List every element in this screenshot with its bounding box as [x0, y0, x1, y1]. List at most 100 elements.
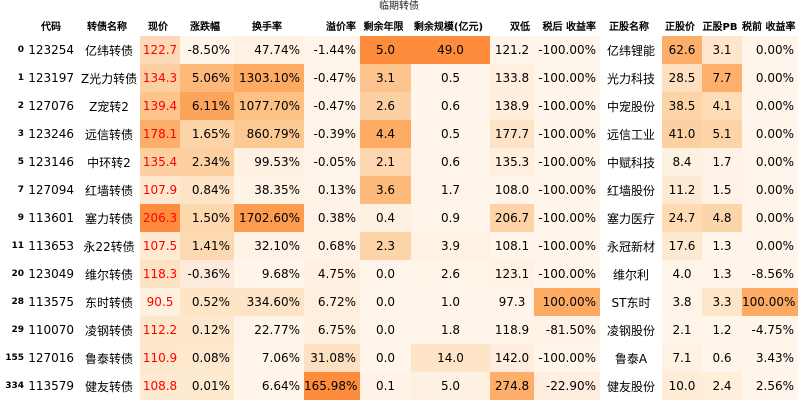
stock-name-cell: 中宠股份 — [606, 99, 655, 114]
premium-cell: -0.47% — [304, 92, 360, 120]
turnover-cell: 38.35% — [234, 176, 304, 204]
dual-low-cell: 123.1 — [490, 260, 534, 288]
after-tax-yield-cell: -100.00% — [534, 148, 600, 176]
bond-code-cell: 123246 — [28, 127, 74, 141]
dual-low-cell: 274.8 — [490, 372, 534, 400]
premium-cell: 0.38% — [304, 204, 360, 232]
column-header[interactable]: 代码 — [41, 21, 61, 33]
change-cell: 0.08% — [180, 344, 234, 372]
column-header[interactable]: 涨跌幅 — [190, 21, 220, 33]
remaining-size-cell: 1.0 — [411, 288, 490, 316]
table-row[interactable]: 28 113575 东时转债 90.5 0.52% 334.60% 6.72% 0.0 1.0 9… — [0, 288, 798, 316]
change-cell: 0.01% — [180, 372, 234, 400]
column-header[interactable]: 转债名称 — [87, 21, 127, 33]
pre-tax-yield-cell: 2.56% — [742, 372, 798, 400]
pre-tax-yield-cell: 0.00% — [742, 36, 798, 64]
column-header[interactable]: 正股价 — [665, 21, 695, 33]
bond-name-cell: 红墙转债 — [84, 183, 133, 198]
dual-low-cell: 118.9 — [490, 316, 534, 344]
bond-code-cell: 123146 — [28, 155, 74, 169]
premium-cell: 6.75% — [304, 316, 360, 344]
row-index: 11 — [11, 241, 24, 251]
table-row[interactable]: 7 127094 红墙转债 107.9 0.84% 38.35% 0.13% 3.6 1.7 10… — [0, 176, 798, 204]
bond-name-cell: 凌钢转债 — [84, 323, 133, 338]
table-row[interactable]: 0 123254 亿纬转债 122.7 -8.50% 47.74% -1.44% 5.0 49.… — [0, 36, 798, 64]
table-row[interactable]: 3 123246 远信转债 178.1 1.65% 860.79% -0.39% 4.4 0.5… — [0, 120, 798, 148]
bond-name-cell: 中环转2 — [87, 155, 131, 170]
change-cell: 0.84% — [180, 176, 234, 204]
bond-code-cell: 123254 — [28, 43, 74, 57]
table-row[interactable]: 9 113601 塞力转债 206.3 1.50% 1702.60% 0.38% 0.4 0.9… — [0, 204, 798, 232]
column-header[interactable]: 税前 收益率 — [742, 21, 796, 33]
price-cell: 122.7 — [140, 36, 180, 64]
table-row[interactable]: 5 123146 中环转2 135.4 2.34% 99.53% -0.05% 2.1 0.6 1… — [0, 148, 798, 176]
pre-tax-yield-cell: 0.00% — [742, 64, 798, 92]
premium-cell: -0.05% — [304, 148, 360, 176]
after-tax-yield-cell: -100.00% — [534, 92, 600, 120]
price-cell: 107.9 — [140, 176, 180, 204]
stock-name-cell: 鲁泰A — [614, 351, 648, 366]
stock-name-cell: 凌钢股份 — [606, 323, 655, 338]
table-row[interactable]: 1 123197 Z光力转债 134.3 5.06% 1303.10% -0.47% 3.1 0… — [0, 64, 798, 92]
remaining-size-cell: 0.5 — [411, 64, 490, 92]
bond-name-cell: Z光力转债 — [80, 71, 138, 86]
remaining-years-cell: 0.0 — [360, 316, 411, 344]
bond-code-cell: 127016 — [28, 351, 74, 365]
remaining-size-cell: 5.0 — [411, 372, 490, 400]
row-index: 334 — [5, 381, 24, 391]
stock-name-cell: 光力科技 — [606, 71, 655, 86]
column-header[interactable]: 剩余年限 — [363, 21, 404, 33]
price-cell: 112.2 — [140, 316, 180, 344]
column-header[interactable]: 剩余规模(亿元) — [413, 21, 484, 33]
dual-low-cell: 177.7 — [490, 120, 534, 148]
after-tax-yield-cell: -100.00% — [534, 344, 600, 372]
after-tax-yield-cell: -100.00% — [534, 120, 600, 148]
column-header[interactable]: 正股名称 — [609, 21, 649, 33]
table-row[interactable]: 29 110070 凌钢转债 112.2 0.12% 22.77% 6.75% 0.0 1.8 1… — [0, 316, 798, 344]
price-cell: 178.1 — [140, 120, 180, 148]
column-header[interactable]: 溢价率 — [326, 21, 356, 33]
turnover-cell: 47.74% — [234, 36, 304, 64]
pre-tax-yield-cell: 0.00% — [742, 92, 798, 120]
column-header[interactable]: 正股PB — [702, 21, 738, 33]
remaining-years-cell: 5.0 — [360, 36, 411, 64]
price-cell: 118.3 — [140, 260, 180, 288]
price-cell: 108.8 — [140, 372, 180, 400]
stock-price-cell: 17.6 — [662, 232, 702, 260]
remaining-size-cell: 2.6 — [411, 260, 490, 288]
bond-name-cell: 亿纬转债 — [84, 43, 133, 58]
stock-name-cell: 维尔利 — [612, 267, 649, 282]
turnover-cell: 99.53% — [234, 148, 304, 176]
remaining-years-cell: 0.1 — [360, 372, 411, 400]
bond-name-cell: 远信转债 — [84, 127, 133, 142]
stock-name-cell: 红墙股份 — [606, 183, 655, 198]
row-index: 20 — [11, 269, 24, 279]
stock-pb-cell: 1.3 — [702, 260, 742, 288]
table-row[interactable]: 2 127076 Z宠转2 139.4 6.11% 1077.70% -0.47% 2.6 0.… — [0, 92, 798, 120]
price-cell: 135.4 — [140, 148, 180, 176]
row-index: 29 — [11, 325, 24, 335]
stock-price-cell: 38.5 — [662, 92, 702, 120]
row-index: 2 — [17, 101, 24, 111]
table-row[interactable]: 20 123049 维尔转债 118.3 -0.36% 9.68% 4.75% 0.0 2.6 1… — [0, 260, 798, 288]
remaining-size-cell: 0.6 — [411, 148, 490, 176]
price-cell: 107.5 — [140, 232, 180, 260]
column-header[interactable]: 现价 — [148, 21, 168, 33]
remaining-years-cell: 0.0 — [360, 288, 411, 316]
column-header[interactable]: 税后 收益率 — [542, 21, 596, 33]
turnover-cell: 1077.70% — [234, 92, 304, 120]
change-cell: 1.41% — [180, 232, 234, 260]
table-row[interactable]: 334 113579 健友转债 108.8 0.01% 6.64% 165.98% 0.1 5.… — [0, 372, 798, 400]
stock-pb-cell: 2.4 — [702, 372, 742, 400]
change-cell: 5.06% — [180, 64, 234, 92]
table-row[interactable]: 155 127016 鲁泰转债 110.9 0.08% 7.06% 31.08% 0.0 14.… — [0, 344, 798, 372]
remaining-years-cell: 2.3 — [360, 232, 411, 260]
stock-pb-cell: 3.3 — [702, 288, 742, 316]
column-header[interactable] — [0, 14, 28, 36]
change-cell: 1.65% — [180, 120, 234, 148]
table-row[interactable]: 11 113653 永22转债 107.5 1.41% 32.10% 0.68% 2.3 3.9… — [0, 232, 798, 260]
premium-cell: -1.44% — [304, 36, 360, 64]
pre-tax-yield-cell: 0.00% — [742, 204, 798, 232]
column-header[interactable]: 换手率 — [252, 21, 282, 33]
column-header[interactable]: 双低 — [510, 21, 530, 33]
